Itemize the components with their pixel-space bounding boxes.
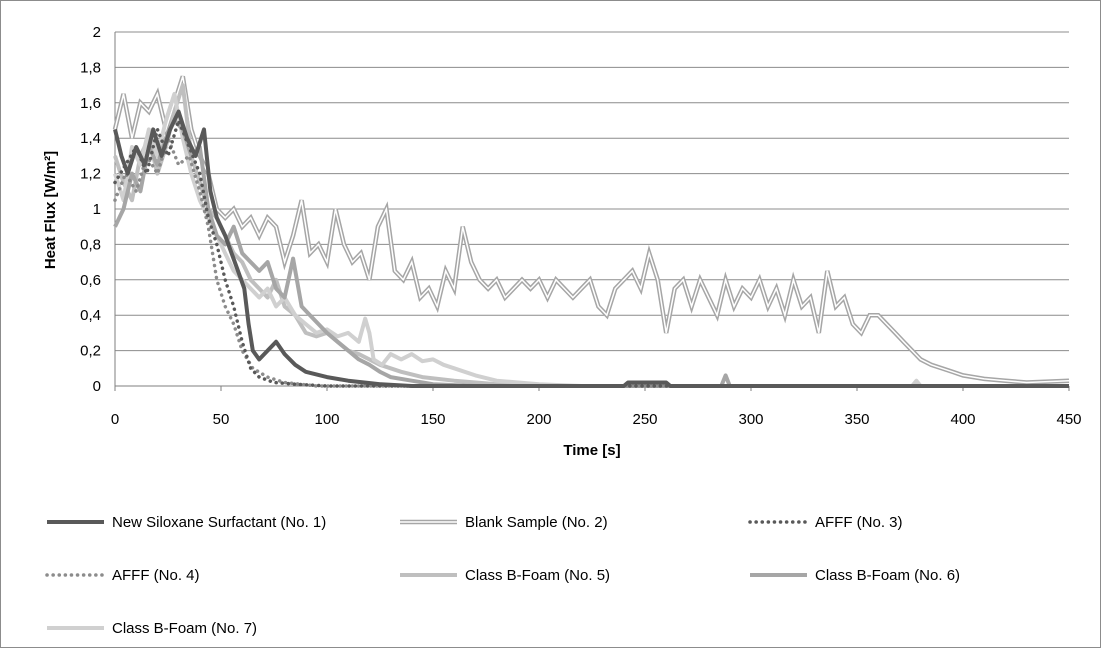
grid-lines: [115, 31, 1069, 387]
axes: [114, 32, 1070, 391]
series-1: [113, 109, 1069, 388]
y-tick-label: 1,6: [80, 95, 101, 112]
x-axis-title: Time [s]: [563, 442, 620, 459]
legend-item: AFFF (No. 3): [748, 514, 903, 531]
legend: New Siloxane Surfactant (No. 1) Blank Sam…: [45, 514, 960, 637]
series-3: [113, 115, 1071, 388]
series-2: [112, 75, 1070, 385]
y-tick-label: 0,8: [80, 236, 101, 253]
y-tick-label: 1,8: [80, 59, 101, 76]
y-tick-label: 0: [93, 378, 101, 395]
x-tick-label: 50: [213, 411, 230, 428]
legend-label: Class B-Foam (No. 7): [112, 620, 257, 637]
y-tick-label: 0,4: [80, 307, 101, 324]
legend-item: Blank Sample (No. 2): [400, 514, 608, 531]
x-tick-label: 450: [1056, 411, 1081, 428]
legend-label: Class B-Foam (No. 6): [815, 567, 960, 584]
y-tick-label: 1,4: [80, 130, 101, 147]
series-line: [113, 109, 1069, 388]
series-line: [113, 132, 1071, 388]
x-tick-label: 0: [111, 411, 119, 428]
legend-label: AFFF (No. 4): [112, 567, 200, 584]
y-tick-label: 1: [93, 201, 101, 218]
legend-label: New Siloxane Surfactant (No. 1): [112, 514, 326, 531]
y-tick-label: 2: [93, 24, 101, 41]
legend-item: New Siloxane Surfactant (No. 1): [47, 514, 326, 531]
x-tick-label: 150: [420, 411, 445, 428]
y-tick-label: 0,2: [80, 343, 101, 360]
series-4: [113, 132, 1071, 388]
series-line: [112, 75, 1070, 385]
y-tick-label: 0,6: [80, 272, 101, 289]
series-line-inner: [114, 76, 1070, 384]
y-axis-title: Heat Flux [W/m²]: [42, 151, 59, 269]
x-tick-labels: 0 50 100 150 200 250 300 350 400 450: [111, 411, 1082, 428]
x-tick-label: 350: [844, 411, 869, 428]
series-6: [113, 118, 1069, 388]
x-tick-label: 200: [526, 411, 551, 428]
legend-item: Class B-Foam (No. 7): [47, 620, 257, 637]
x-tick-label: 250: [632, 411, 657, 428]
legend-label: Blank Sample (No. 2): [465, 514, 608, 531]
series-line: [113, 118, 1069, 388]
series-layer: [112, 75, 1071, 388]
x-tick-label: 100: [314, 411, 339, 428]
series-line: [113, 115, 1071, 388]
legend-label: AFFF (No. 3): [815, 514, 903, 531]
y-tick-labels: 0 0,2 0,4 0,6 0,8 1 1,2 1,4 1,6 1,8 2: [80, 24, 101, 395]
y-tick-label: 1,2: [80, 166, 101, 183]
x-tick-label: 300: [738, 411, 763, 428]
legend-item: AFFF (No. 4): [45, 567, 200, 584]
legend-item: Class B-Foam (No. 6): [750, 567, 960, 584]
legend-item: Class B-Foam (No. 5): [400, 567, 610, 584]
x-tick-label: 400: [950, 411, 975, 428]
legend-label: Class B-Foam (No. 5): [465, 567, 610, 584]
